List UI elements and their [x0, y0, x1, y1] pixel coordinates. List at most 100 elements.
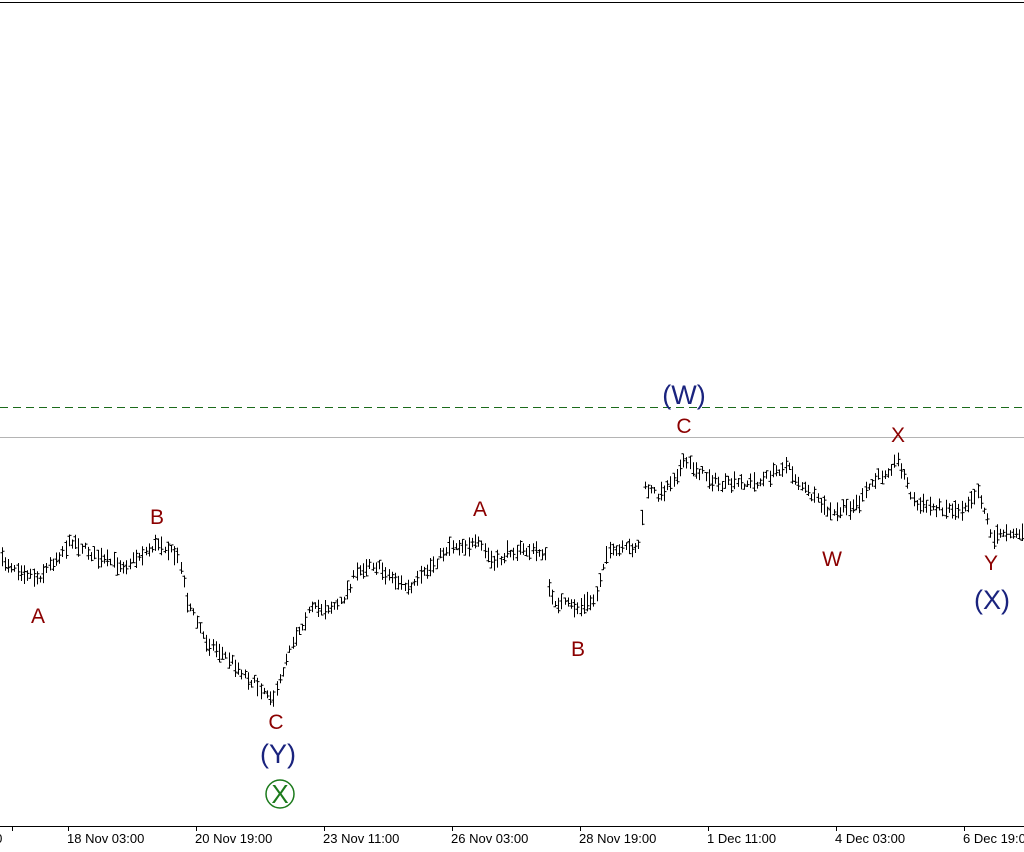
ohlc-bar — [1011, 528, 1016, 539]
ohlc-bar — [463, 540, 468, 556]
ohlc-bar — [297, 626, 302, 635]
ohlc-bar — [175, 547, 180, 564]
ohlc-bar — [505, 540, 510, 558]
ohlc-bar — [492, 555, 497, 571]
ohlc-bar — [399, 575, 404, 590]
ohlc-bar — [150, 546, 155, 553]
ohlc-bar — [992, 530, 997, 549]
ohlc-bar — [988, 529, 993, 538]
ohlc-bar — [16, 563, 21, 581]
ohlc-bar — [998, 528, 1003, 538]
ohlc-bar — [646, 484, 651, 499]
ohlc-bar — [99, 547, 104, 568]
ohlc-bar — [659, 481, 664, 501]
ohlc-bar — [246, 672, 251, 690]
ohlc-bar — [803, 481, 808, 493]
ohlc-bar — [627, 538, 632, 555]
ohlc-bar — [438, 548, 443, 559]
ohlc-bar — [1017, 529, 1022, 540]
ohlc-bar — [953, 500, 958, 520]
ohlc-bar — [940, 507, 945, 517]
ohlc-bar — [374, 562, 379, 575]
time-label: 6 Dec 19:00 — [963, 831, 1024, 846]
ohlc-bar — [723, 473, 728, 489]
ohlc-bar — [822, 495, 827, 515]
ohlc-bar — [204, 634, 209, 652]
ohlc-bar — [1014, 528, 1019, 538]
ohlc-bar — [694, 462, 699, 479]
ohlc-bar — [633, 543, 638, 553]
ohlc-bar — [585, 591, 590, 612]
ohlc-bar — [335, 598, 340, 610]
ohlc-bar — [435, 558, 440, 570]
ohlc-bar — [112, 551, 117, 568]
ohlc-bar — [739, 474, 744, 490]
ohlc-bar — [419, 565, 424, 584]
minor-wave-label: Y — [984, 552, 998, 575]
ohlc-bar — [303, 612, 308, 631]
ohlc-bar — [601, 563, 606, 571]
ohlc-bar — [188, 603, 193, 612]
ohlc-bar — [851, 499, 856, 513]
ohlc-bar — [383, 567, 388, 585]
ohlc-bar — [787, 462, 792, 470]
ohlc-bar — [947, 503, 952, 513]
ohlc-bar — [48, 557, 53, 571]
ohlc-bar — [537, 549, 542, 557]
ohlc-bar — [60, 546, 65, 557]
ohlc-bar — [134, 549, 139, 568]
ohlc-bar — [483, 543, 488, 559]
minor-wave-label: A — [31, 605, 45, 628]
ohlc-bar — [102, 554, 107, 564]
ohlc-bar — [889, 464, 894, 476]
ohlc-bar — [313, 602, 318, 609]
ohlc-bar — [681, 453, 686, 468]
time-label: 23 Nov 11:00 — [323, 831, 399, 846]
ohlc-bar — [105, 549, 110, 567]
ohlc-bar — [166, 541, 171, 561]
ohlc-bar — [1004, 524, 1009, 542]
ohlc-bar — [214, 641, 219, 658]
time-label: 20 Nov 19:00 — [195, 831, 272, 846]
ohlc-bar — [332, 602, 337, 610]
ohlc-bar — [441, 547, 446, 562]
ohlc-bar — [252, 674, 257, 683]
ohlc-bar — [191, 608, 196, 616]
ohlc-bar — [678, 459, 683, 477]
minor-wave-label: X — [891, 424, 905, 447]
ohlc-bar — [742, 483, 747, 490]
ohlc-bar — [230, 654, 235, 665]
ohlc-bar — [38, 575, 43, 583]
ohlc-bar — [377, 559, 382, 570]
ohlc-bar — [643, 481, 648, 490]
ohlc-bar — [499, 556, 504, 566]
ohlc-bar — [809, 493, 814, 502]
ohlc-bar — [380, 562, 385, 580]
ohlc-bar — [960, 500, 965, 521]
ohlc-bar — [307, 606, 312, 614]
ohlc-bar — [828, 502, 833, 521]
ohlc-bar — [19, 565, 24, 581]
ohlc-bar — [796, 476, 801, 490]
ohlc-bar — [76, 538, 81, 557]
ohlc-bar — [707, 469, 712, 489]
ohlc-bar — [876, 468, 881, 480]
ohlc-bar — [323, 600, 328, 620]
ohlc-bar — [409, 582, 414, 594]
ohlc-bar — [534, 541, 539, 562]
time-label: 28 Nov 19:00 — [579, 831, 656, 846]
ohlc-bar — [89, 552, 94, 562]
ohlc-bar — [163, 546, 168, 554]
ohlc-bar — [515, 544, 520, 561]
ohlc-bar — [575, 602, 580, 615]
ohlc-bar — [28, 568, 33, 579]
ohlc-bar — [281, 667, 286, 677]
ohlc-bar — [588, 595, 593, 611]
ohlc-bar — [652, 487, 657, 494]
ohlc-bar — [3, 557, 8, 571]
ohlc-bar — [0, 547, 5, 567]
ohlc-bar — [966, 496, 971, 513]
ohlc-bar — [752, 472, 757, 492]
ohlc-bar — [598, 573, 603, 587]
ohlc-bar — [351, 570, 356, 579]
